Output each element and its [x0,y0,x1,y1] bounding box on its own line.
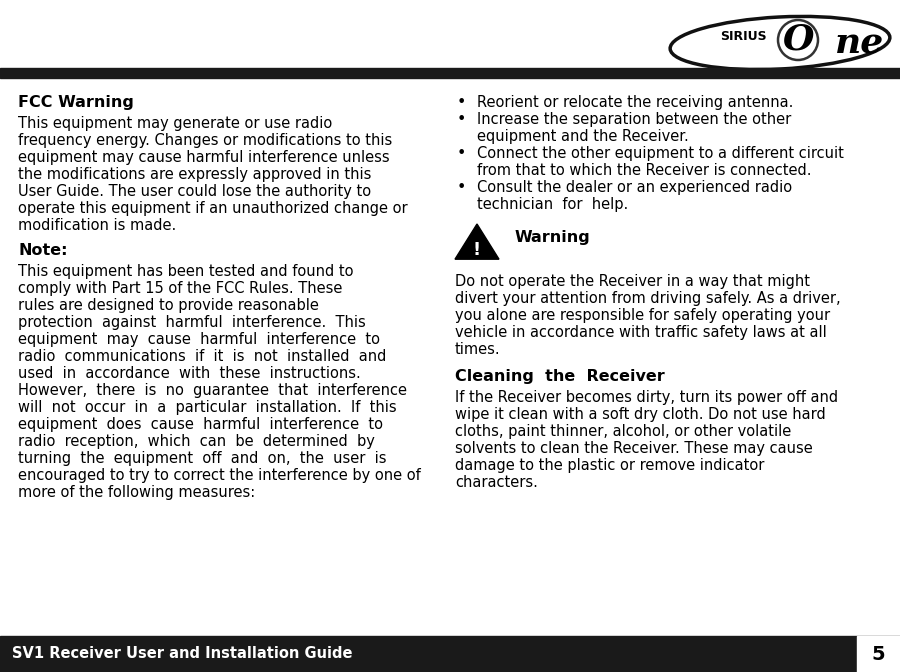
Text: This equipment may generate or use radio: This equipment may generate or use radio [18,116,332,131]
Text: Do not operate the Receiver in a way that might: Do not operate the Receiver in a way tha… [455,274,810,289]
Text: radio  reception,  which  can  be  determined  by: radio reception, which can be determined… [18,434,375,449]
Text: from that to which the Receiver is connected.: from that to which the Receiver is conne… [477,163,812,178]
Text: wipe it clean with a soft dry cloth. Do not use hard: wipe it clean with a soft dry cloth. Do … [455,407,826,422]
Text: FCC Warning: FCC Warning [18,95,134,110]
Text: characters.: characters. [455,475,538,490]
Text: O: O [782,23,814,57]
Text: SIRIUS: SIRIUS [720,30,767,44]
Text: Reorient or relocate the receiving antenna.: Reorient or relocate the receiving anten… [477,95,794,110]
Text: Note:: Note: [18,243,68,258]
Text: equipment and the Receiver.: equipment and the Receiver. [477,129,688,144]
Text: User Guide. The user could lose the authority to: User Guide. The user could lose the auth… [18,184,371,199]
Text: operate this equipment if an unauthorized change or: operate this equipment if an unauthorize… [18,201,408,216]
Polygon shape [455,224,499,259]
Text: equipment  may  cause  harmful  interference  to: equipment may cause harmful interference… [18,332,380,347]
Text: damage to the plastic or remove indicator: damage to the plastic or remove indicato… [455,458,764,473]
Text: cloths, paint thinner, alcohol, or other volatile: cloths, paint thinner, alcohol, or other… [455,424,791,439]
Text: 5: 5 [871,644,885,663]
Text: you alone are responsible for safely operating your: you alone are responsible for safely ope… [455,308,830,323]
Text: turning  the  equipment  off  and  on,  the  user  is: turning the equipment off and on, the us… [18,451,386,466]
Text: ne: ne [835,26,884,60]
Text: rules are designed to provide reasonable: rules are designed to provide reasonable [18,298,319,313]
Text: However,  there  is  no  guarantee  that  interference: However, there is no guarantee that inte… [18,383,407,398]
Text: Connect the other equipment to a different circuit: Connect the other equipment to a differe… [477,146,844,161]
Text: comply with Part 15 of the FCC Rules. These: comply with Part 15 of the FCC Rules. Th… [18,281,342,296]
Text: solvents to clean the Receiver. These may cause: solvents to clean the Receiver. These ma… [455,441,813,456]
Text: This equipment has been tested and found to: This equipment has been tested and found… [18,264,354,279]
Bar [0,68,900,78]
Text: frequency energy. Changes or modifications to this: frequency energy. Changes or modificatio… [18,133,392,148]
Text: Increase the separation between the other: Increase the separation between the othe… [477,112,791,127]
Text: SV1 Receiver User and Installation Guide: SV1 Receiver User and Installation Guide [12,646,353,661]
Text: encouraged to try to correct the interference by one of: encouraged to try to correct the interfe… [18,468,421,483]
Bar [0,636,900,672]
Text: more of the following measures:: more of the following measures: [18,485,256,500]
Text: If the Receiver becomes dirty, turn its power off and: If the Receiver becomes dirty, turn its … [455,390,838,405]
Text: divert your attention from driving safely. As a driver,: divert your attention from driving safel… [455,291,841,306]
Text: •: • [457,146,466,161]
Circle shape [778,20,818,60]
Text: •: • [457,95,466,110]
Text: Warning: Warning [515,230,590,245]
Text: radio  communications  if  it  is  not  installed  and: radio communications if it is not instal… [18,349,386,364]
Text: •: • [457,180,466,195]
Text: modification is made.: modification is made. [18,218,176,233]
Text: protection  against  harmful  interference.  This: protection against harmful interference.… [18,315,365,330]
Text: Consult the dealer or an experienced radio: Consult the dealer or an experienced rad… [477,180,792,195]
Text: times.: times. [455,342,500,357]
Text: equipment may cause harmful interference unless: equipment may cause harmful interference… [18,150,390,165]
Bar [857,636,900,672]
Text: the modifications are expressly approved in this: the modifications are expressly approved… [18,167,372,182]
Text: Cleaning  the  Receiver: Cleaning the Receiver [455,369,665,384]
Text: will  not  occur  in  a  particular  installation.  If  this: will not occur in a particular installat… [18,400,397,415]
Text: equipment  does  cause  harmful  interference  to: equipment does cause harmful interferenc… [18,417,383,432]
Text: •: • [457,112,466,127]
Text: !: ! [472,241,482,259]
Text: vehicle in accordance with traffic safety laws at all: vehicle in accordance with traffic safet… [455,325,827,340]
Text: used  in  accordance  with  these  instructions.: used in accordance with these instructio… [18,366,361,381]
Text: technician  for  help.: technician for help. [477,197,628,212]
